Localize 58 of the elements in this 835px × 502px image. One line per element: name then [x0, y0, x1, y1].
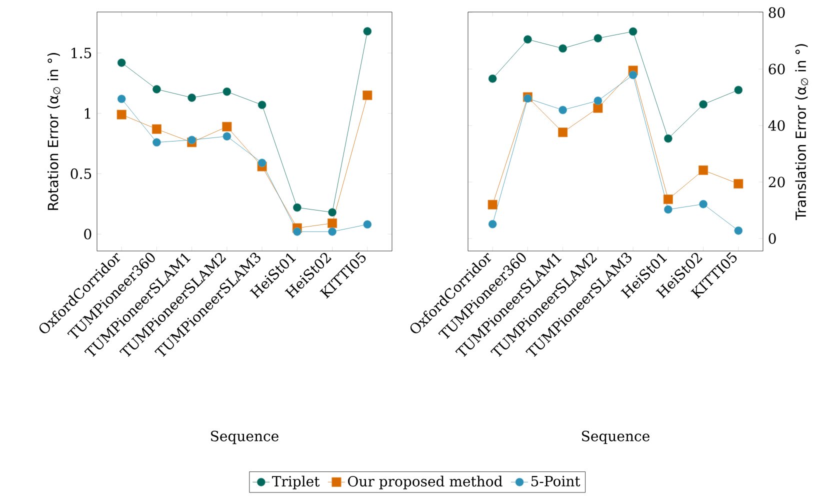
point: [698, 165, 708, 175]
point: [734, 86, 743, 94]
point: [363, 220, 372, 229]
point: [222, 122, 232, 132]
point: [362, 90, 372, 100]
point: [628, 27, 638, 36]
y-tick-label: 0.5: [70, 168, 92, 180]
point: [327, 218, 338, 228]
point: [593, 103, 603, 113]
y-tick-label: 1: [84, 108, 90, 119]
point: [488, 200, 498, 210]
point: [558, 106, 568, 114]
legend-label: 5-Point: [531, 476, 580, 486]
point: [488, 220, 497, 228]
legend-label: Triplet: [272, 476, 320, 490]
point: [188, 93, 196, 102]
point: [734, 226, 743, 235]
point: [152, 85, 161, 94]
point: [292, 203, 302, 212]
y-tick-label: 1.5: [72, 48, 92, 58]
y-tick-label: 20: [768, 176, 785, 188]
point: [488, 74, 497, 83]
x-axis-title: Sequence: [211, 430, 278, 444]
legend-label: Our proposed method: [348, 476, 502, 490]
point: [664, 134, 672, 143]
point: [188, 136, 196, 144]
point: [292, 227, 302, 236]
point: [222, 87, 232, 96]
point: [328, 208, 336, 217]
point: [699, 100, 708, 109]
point: [258, 100, 266, 110]
point: [258, 158, 266, 168]
point: [734, 178, 744, 189]
y-tick-label: 0: [768, 233, 776, 244]
point: [663, 194, 673, 204]
y-tick-label: 80: [768, 7, 785, 18]
point: [116, 110, 126, 120]
point: [152, 138, 161, 147]
y-tick-label: 0: [84, 228, 92, 240]
point: [222, 132, 232, 141]
y-tick-label: 40: [768, 120, 785, 131]
point: [117, 58, 126, 67]
x-axis-title: Sequence: [582, 430, 650, 444]
point: [524, 35, 532, 44]
y-axis-title: Rotation Error (α$_{∅}$ in °): [47, 52, 60, 210]
point: [117, 94, 126, 104]
point: [152, 124, 162, 134]
point: [699, 200, 708, 208]
point: [628, 70, 638, 80]
point: [328, 227, 336, 236]
point: [594, 96, 602, 105]
point: [594, 34, 602, 42]
y-tick-label: 60: [768, 64, 785, 74]
point: [664, 205, 672, 214]
y-axis-title: Translation Error (α$_{∅}$ in °): [795, 44, 808, 220]
point: [363, 27, 372, 36]
point: [558, 44, 568, 53]
point: [558, 128, 568, 138]
